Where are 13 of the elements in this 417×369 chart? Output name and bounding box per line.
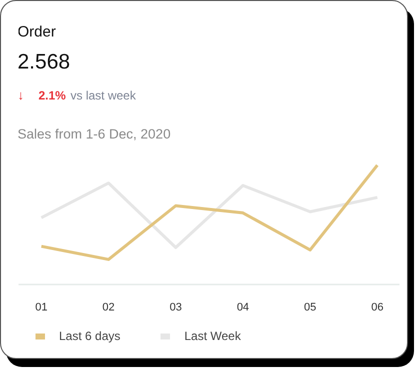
text: ↓ bbox=[18, 88, 24, 102]
text: 2.1% bbox=[38, 88, 66, 102]
text: 2.568 bbox=[18, 50, 70, 74]
x-tick-label: 06 bbox=[371, 302, 384, 314]
x-tick-label: 05 bbox=[304, 302, 316, 314]
legend-label: Last 6 days bbox=[59, 329, 120, 343]
chart-title: Order bbox=[18, 24, 56, 40]
legend-label: Last Week bbox=[184, 329, 241, 343]
x-tick-label: 02 bbox=[102, 302, 115, 314]
x-tick-label: 04 bbox=[236, 302, 250, 314]
text: vs last week bbox=[70, 88, 137, 102]
x-tick-label: 03 bbox=[170, 302, 182, 314]
x-tick-label: 01 bbox=[35, 302, 48, 314]
